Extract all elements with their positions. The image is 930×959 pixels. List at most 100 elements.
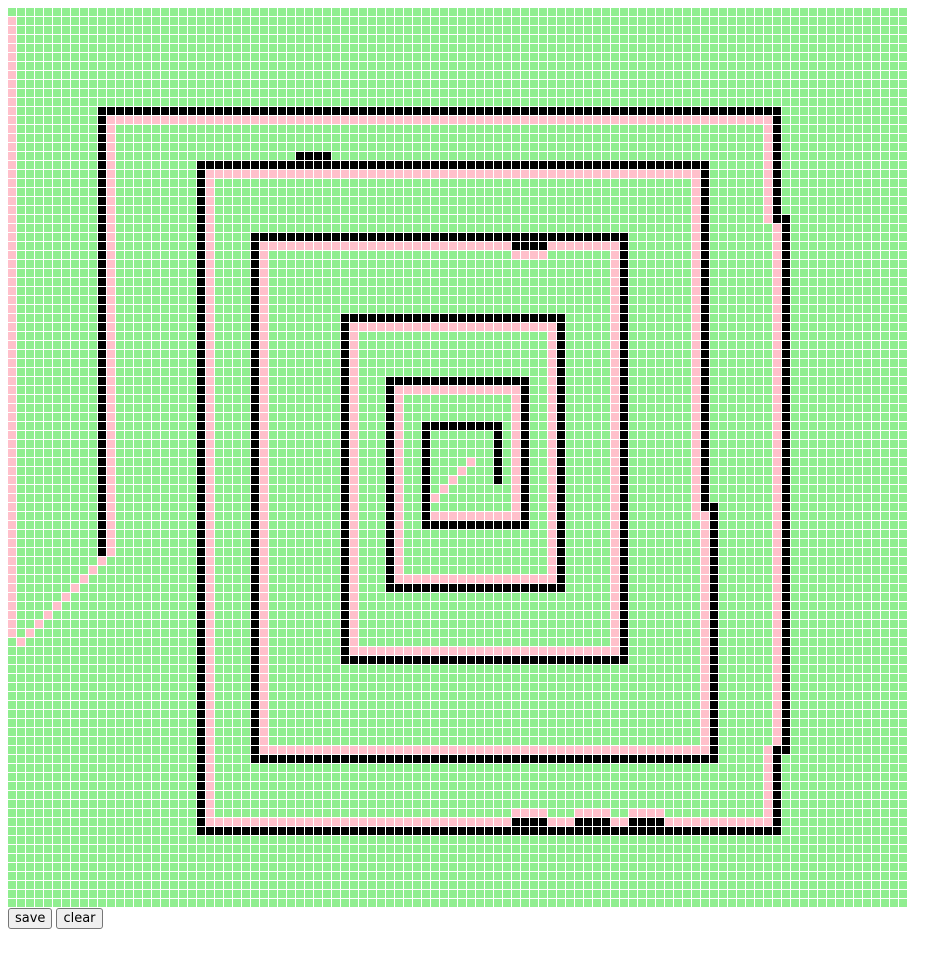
grid-cell-empty[interactable] (485, 368, 493, 376)
grid-cell-wall[interactable] (431, 314, 439, 322)
grid-cell-wall[interactable] (773, 143, 781, 151)
grid-cell-empty[interactable] (602, 377, 610, 385)
grid-cell-empty[interactable] (323, 80, 331, 88)
grid-cell-empty[interactable] (656, 260, 664, 268)
grid-cell-empty[interactable] (188, 314, 196, 322)
grid-cell-wall[interactable] (512, 242, 520, 250)
grid-cell-empty[interactable] (251, 197, 259, 205)
grid-cell-empty[interactable] (809, 80, 817, 88)
grid-cell-empty[interactable] (278, 35, 286, 43)
grid-cell-empty[interactable] (881, 161, 889, 169)
grid-cell-path[interactable] (8, 449, 16, 457)
grid-cell-empty[interactable] (395, 143, 403, 151)
grid-cell-empty[interactable] (701, 89, 709, 97)
grid-cell-empty[interactable] (44, 161, 52, 169)
grid-cell-empty[interactable] (539, 260, 547, 268)
grid-cell-empty[interactable] (665, 233, 673, 241)
grid-cell-empty[interactable] (179, 404, 187, 412)
grid-cell-empty[interactable] (593, 368, 601, 376)
grid-cell-empty[interactable] (287, 386, 295, 394)
grid-cell-empty[interactable] (314, 449, 322, 457)
grid-cell-empty[interactable] (584, 80, 592, 88)
grid-cell-wall[interactable] (269, 161, 277, 169)
grid-cell-empty[interactable] (80, 431, 88, 439)
grid-cell-empty[interactable] (278, 44, 286, 52)
grid-cell-empty[interactable] (755, 233, 763, 241)
grid-cell-empty[interactable] (773, 62, 781, 70)
grid-cell-empty[interactable] (188, 413, 196, 421)
grid-cell-empty[interactable] (224, 341, 232, 349)
grid-cell-empty[interactable] (476, 215, 484, 223)
grid-cell-empty[interactable] (332, 17, 340, 25)
grid-cell-empty[interactable] (125, 269, 133, 277)
grid-cell-empty[interactable] (485, 89, 493, 97)
grid-cell-empty[interactable] (647, 251, 655, 259)
grid-cell-empty[interactable] (476, 395, 484, 403)
grid-cell-empty[interactable] (53, 233, 61, 241)
grid-cell-empty[interactable] (863, 431, 871, 439)
grid-cell-empty[interactable] (53, 341, 61, 349)
grid-cell-empty[interactable] (170, 323, 178, 331)
grid-cell-empty[interactable] (656, 395, 664, 403)
grid-cell-path[interactable] (260, 314, 268, 322)
grid-cell-empty[interactable] (197, 17, 205, 25)
grid-cell-empty[interactable] (836, 269, 844, 277)
grid-cell-wall[interactable] (341, 323, 349, 331)
grid-cell-path[interactable] (260, 287, 268, 295)
grid-cell-empty[interactable] (287, 404, 295, 412)
grid-cell-empty[interactable] (584, 431, 592, 439)
grid-cell-empty[interactable] (719, 80, 727, 88)
grid-cell-empty[interactable] (647, 89, 655, 97)
grid-cell-empty[interactable] (674, 260, 682, 268)
grid-cell-empty[interactable] (224, 188, 232, 196)
grid-cell-empty[interactable] (512, 89, 520, 97)
grid-cell-path[interactable] (341, 242, 349, 250)
grid-cell-empty[interactable] (485, 449, 493, 457)
grid-cell-empty[interactable] (656, 341, 664, 349)
grid-cell-empty[interactable] (17, 125, 25, 133)
grid-cell-empty[interactable] (719, 431, 727, 439)
grid-cell-empty[interactable] (890, 242, 898, 250)
grid-cell-empty[interactable] (836, 386, 844, 394)
grid-cell-empty[interactable] (890, 305, 898, 313)
grid-cell-empty[interactable] (521, 35, 529, 43)
grid-cell-empty[interactable] (809, 188, 817, 196)
grid-cell-empty[interactable] (386, 269, 394, 277)
grid-cell-empty[interactable] (647, 53, 655, 61)
grid-cell-empty[interactable] (629, 215, 637, 223)
grid-cell-empty[interactable] (341, 143, 349, 151)
grid-cell-empty[interactable] (386, 197, 394, 205)
grid-cell-empty[interactable] (80, 341, 88, 349)
grid-cell-empty[interactable] (305, 386, 313, 394)
grid-cell-empty[interactable] (854, 17, 862, 25)
grid-cell-wall[interactable] (557, 377, 565, 385)
grid-cell-empty[interactable] (161, 341, 169, 349)
grid-cell-empty[interactable] (224, 53, 232, 61)
grid-cell-empty[interactable] (593, 134, 601, 142)
grid-cell-wall[interactable] (548, 314, 556, 322)
grid-cell-empty[interactable] (719, 287, 727, 295)
grid-cell-empty[interactable] (278, 314, 286, 322)
grid-cell-empty[interactable] (656, 71, 664, 79)
grid-cell-empty[interactable] (485, 152, 493, 160)
grid-cell-wall[interactable] (467, 233, 475, 241)
grid-cell-empty[interactable] (143, 44, 151, 52)
grid-cell-empty[interactable] (404, 287, 412, 295)
grid-cell-empty[interactable] (701, 62, 709, 70)
grid-cell-wall[interactable] (197, 179, 205, 187)
grid-cell-path[interactable] (107, 431, 115, 439)
grid-cell-empty[interactable] (422, 287, 430, 295)
grid-cell-empty[interactable] (215, 17, 223, 25)
grid-cell-empty[interactable] (332, 179, 340, 187)
grid-cell-empty[interactable] (152, 71, 160, 79)
grid-cell-empty[interactable] (71, 350, 79, 358)
grid-cell-empty[interactable] (737, 98, 745, 106)
grid-cell-wall[interactable] (620, 296, 628, 304)
grid-cell-empty[interactable] (557, 215, 565, 223)
grid-cell-empty[interactable] (62, 161, 70, 169)
grid-cell-empty[interactable] (458, 332, 466, 340)
grid-cell-empty[interactable] (188, 386, 196, 394)
grid-cell-path[interactable] (404, 170, 412, 178)
grid-cell-empty[interactable] (746, 98, 754, 106)
grid-cell-empty[interactable] (530, 404, 538, 412)
